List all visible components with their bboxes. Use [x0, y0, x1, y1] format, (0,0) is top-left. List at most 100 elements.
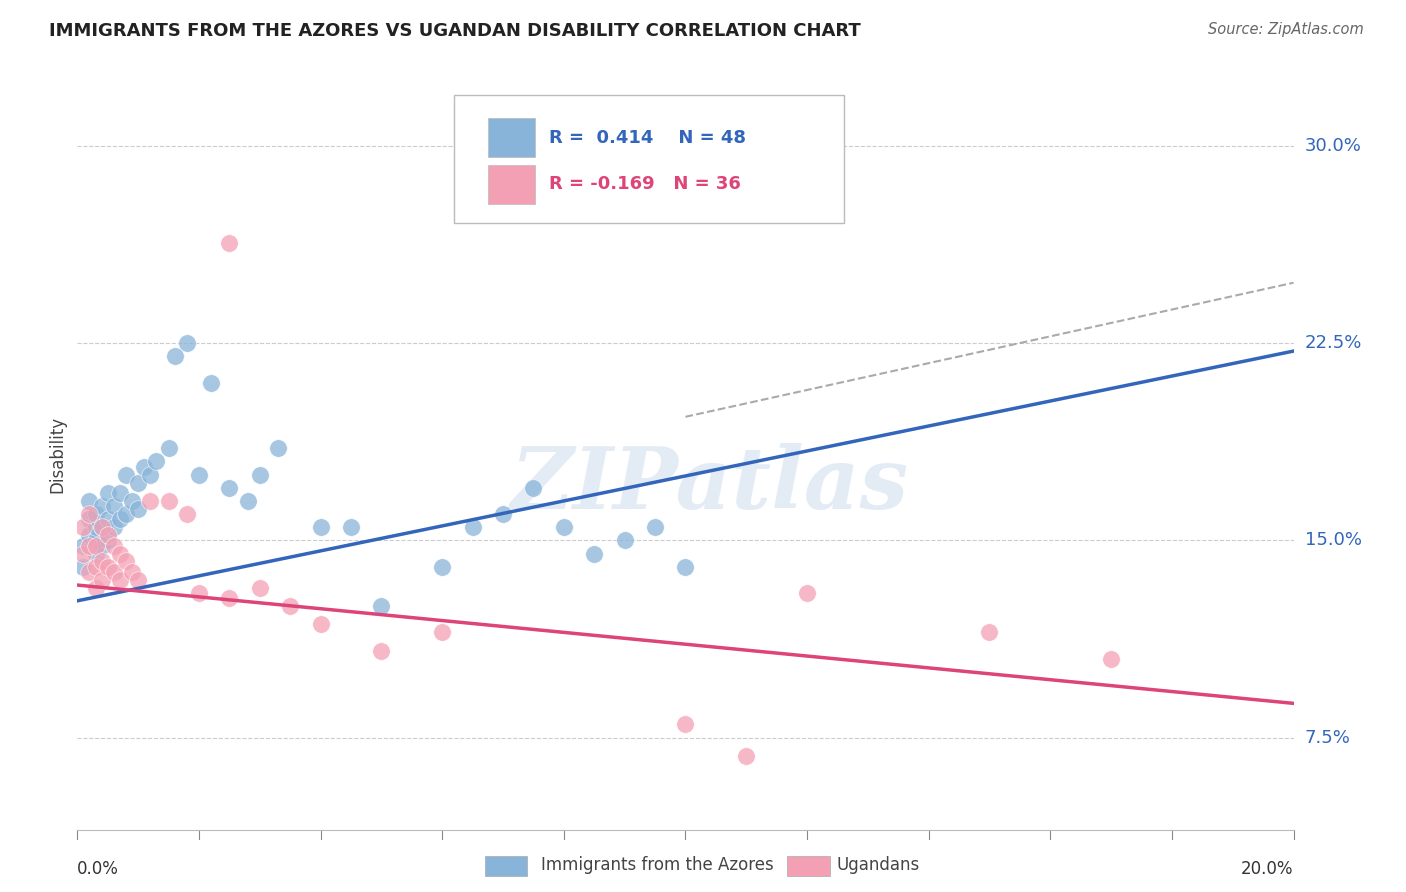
Point — [127, 475, 149, 490]
Point — [108, 573, 131, 587]
Point — [115, 507, 138, 521]
Point — [84, 533, 107, 548]
Point — [79, 507, 101, 521]
Point — [188, 467, 211, 482]
Point — [430, 625, 453, 640]
Point — [200, 376, 222, 390]
Point — [84, 539, 107, 553]
Point — [644, 520, 666, 534]
Point — [79, 539, 101, 553]
Point — [134, 459, 156, 474]
Point — [157, 442, 180, 456]
Point — [979, 625, 1001, 640]
Point — [84, 559, 107, 574]
Point — [139, 494, 162, 508]
Point — [97, 533, 120, 548]
Point — [613, 533, 636, 548]
Point — [72, 559, 94, 574]
Point — [103, 499, 125, 513]
Point — [127, 573, 149, 587]
Point — [370, 644, 392, 658]
Text: ZIPatlas: ZIPatlas — [510, 443, 908, 526]
Y-axis label: Disability: Disability — [48, 417, 66, 493]
Point — [1099, 651, 1122, 665]
Point — [176, 507, 198, 521]
Point — [145, 454, 167, 468]
Text: IMMIGRANTS FROM THE AZORES VS UGANDAN DISABILITY CORRELATION CHART: IMMIGRANTS FROM THE AZORES VS UGANDAN DI… — [49, 22, 860, 40]
Point — [188, 586, 211, 600]
Text: 20.0%: 20.0% — [1241, 860, 1294, 878]
Point — [157, 494, 180, 508]
Text: 30.0%: 30.0% — [1305, 137, 1361, 155]
Point — [115, 467, 138, 482]
Point — [176, 336, 198, 351]
Point — [90, 554, 112, 568]
Text: R = -0.169   N = 36: R = -0.169 N = 36 — [550, 176, 741, 194]
Point — [340, 520, 363, 534]
Point — [108, 486, 131, 500]
Point — [84, 520, 107, 534]
Point — [267, 442, 290, 456]
Point — [90, 573, 112, 587]
Point — [218, 236, 240, 251]
Point — [522, 481, 544, 495]
Text: 22.5%: 22.5% — [1305, 334, 1362, 352]
Point — [553, 520, 575, 534]
Point — [103, 565, 125, 579]
Point — [675, 717, 697, 731]
Text: Ugandans: Ugandans — [837, 856, 920, 874]
Point — [79, 565, 101, 579]
Point — [97, 528, 120, 542]
Point — [796, 586, 818, 600]
Point — [121, 494, 143, 508]
Text: 7.5%: 7.5% — [1305, 729, 1351, 747]
Point — [79, 494, 101, 508]
Point — [218, 591, 240, 606]
FancyBboxPatch shape — [488, 165, 534, 204]
Text: R =  0.414    N = 48: R = 0.414 N = 48 — [550, 129, 747, 147]
Point — [97, 512, 120, 526]
Point — [90, 520, 112, 534]
Point — [108, 512, 131, 526]
Point — [461, 520, 484, 534]
Point — [583, 547, 606, 561]
Point — [139, 467, 162, 482]
Text: 15.0%: 15.0% — [1305, 532, 1361, 549]
Point — [735, 748, 758, 763]
Point — [218, 481, 240, 495]
Point — [121, 565, 143, 579]
Point — [90, 539, 112, 553]
Point — [79, 528, 101, 542]
Point — [97, 559, 120, 574]
Point — [79, 512, 101, 526]
Point — [84, 507, 107, 521]
Point — [72, 520, 94, 534]
Point — [370, 599, 392, 613]
Point — [103, 520, 125, 534]
Point — [72, 539, 94, 553]
FancyBboxPatch shape — [488, 119, 534, 158]
Point — [97, 486, 120, 500]
Text: Source: ZipAtlas.com: Source: ZipAtlas.com — [1208, 22, 1364, 37]
Point — [430, 559, 453, 574]
Point — [675, 559, 697, 574]
Point — [115, 554, 138, 568]
Point — [84, 547, 107, 561]
Point — [72, 547, 94, 561]
Text: Immigrants from the Azores: Immigrants from the Azores — [541, 856, 775, 874]
Point — [278, 599, 301, 613]
Point — [108, 547, 131, 561]
Point — [236, 494, 259, 508]
Point — [163, 349, 186, 363]
Text: 0.0%: 0.0% — [77, 860, 120, 878]
Point — [309, 520, 332, 534]
Point — [127, 501, 149, 516]
Point — [249, 467, 271, 482]
Point — [309, 617, 332, 632]
Point — [84, 581, 107, 595]
FancyBboxPatch shape — [454, 95, 844, 223]
Point — [103, 539, 125, 553]
Point — [90, 499, 112, 513]
Point — [90, 520, 112, 534]
Point — [492, 507, 515, 521]
